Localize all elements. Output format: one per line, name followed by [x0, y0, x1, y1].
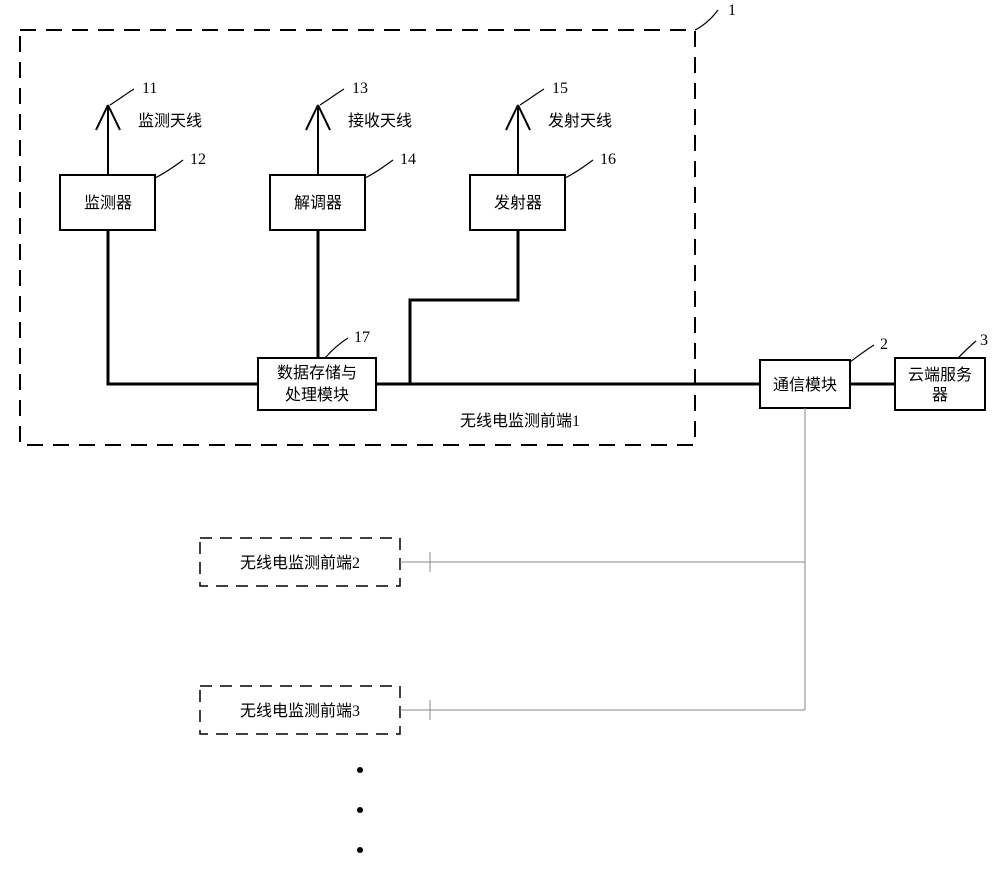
label-frontend-3: 无线电监测前端3 [240, 702, 360, 720]
lead-ref-17 [325, 338, 348, 358]
ref-17: 17 [354, 329, 370, 346]
ref-2: 2 [880, 336, 888, 353]
lead-ref-16 [565, 160, 593, 178]
lead-ref-2 [850, 345, 874, 362]
label-box-16: 发射器 [494, 194, 542, 212]
dot-1 [357, 767, 363, 773]
ref-14: 14 [400, 151, 416, 168]
ref-16: 16 [600, 151, 616, 168]
label-frontend-1: 无线电监测前端1 [460, 412, 580, 430]
label-box-12: 监测器 [84, 194, 132, 212]
ref-15: 15 [552, 80, 568, 97]
dot-2 [357, 807, 363, 813]
ref-3: 3 [980, 332, 988, 349]
label-box-17a: 数据存储与 [277, 364, 357, 382]
lead-ref-13 [320, 89, 344, 105]
label-box-17b: 处理模块 [285, 386, 349, 404]
label-box-14: 解调器 [294, 194, 342, 212]
ref-1: 1 [728, 2, 736, 19]
label-box-2: 通信模块 [773, 376, 837, 394]
lead-ref-12 [155, 160, 183, 178]
label-ant-13: 接收天线 [348, 112, 412, 130]
lead-ref-3 [958, 341, 976, 358]
label-box-3b: 器 [932, 386, 948, 404]
conn-frontend-3 [400, 700, 805, 720]
lead-ref-11 [110, 89, 134, 105]
ref-11: 11 [142, 80, 157, 97]
ref-12: 12 [190, 151, 206, 168]
label-ant-15: 发射天线 [548, 112, 612, 130]
antenna-11: 11 监测天线 [96, 80, 202, 175]
label-ant-11: 监测天线 [138, 112, 202, 130]
lead-ref-14 [365, 160, 393, 178]
antenna-15: 15 发射天线 [506, 80, 612, 175]
lead-ref-15 [520, 89, 544, 105]
lead-ref-1 [695, 10, 718, 30]
diagram-root: 1 11 监测天线 13 接收天线 15 发射天线 监测器 12 解调器 14 … [0, 0, 1000, 876]
ref-13: 13 [352, 80, 368, 97]
label-box-3a: 云端服务 [908, 366, 972, 384]
antenna-13: 13 接收天线 [306, 80, 412, 175]
conn-frontend-2 [400, 552, 805, 572]
conn-12-17 [108, 230, 258, 384]
conn-16-17 [376, 230, 518, 384]
dot-3 [357, 847, 363, 853]
label-frontend-2: 无线电监测前端2 [240, 554, 360, 572]
